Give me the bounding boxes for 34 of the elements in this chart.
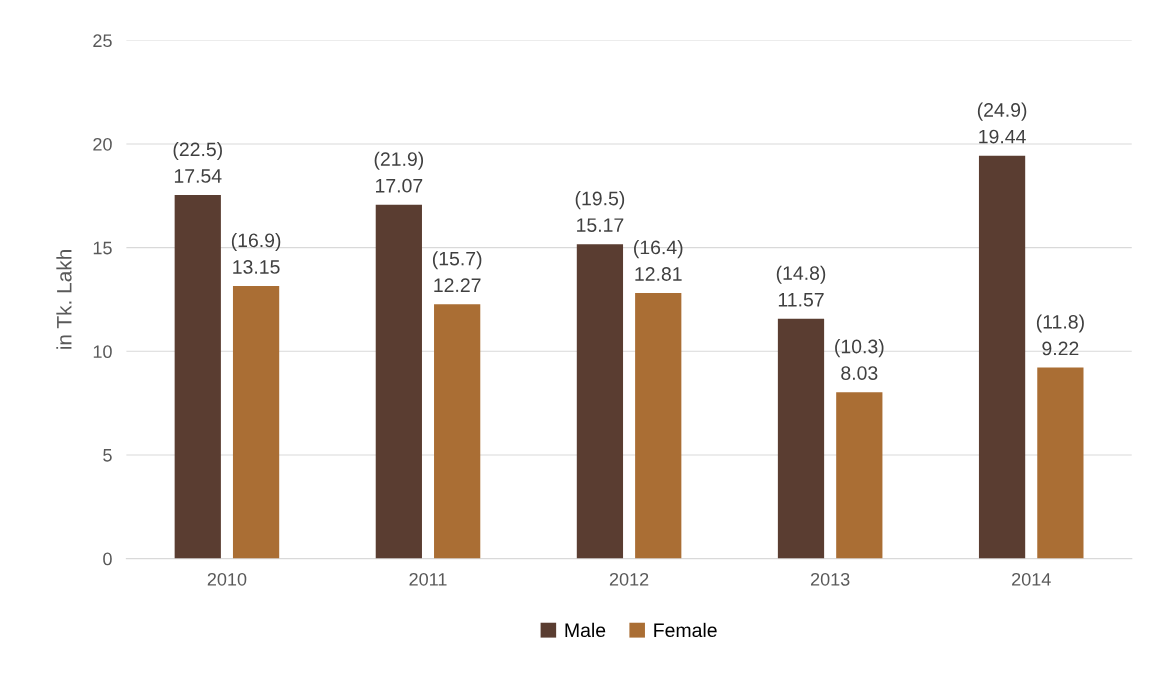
x-tick-label: 2014 xyxy=(1012,572,1051,586)
data-label: (16.4) 12.81 xyxy=(634,240,683,281)
bar xyxy=(1037,367,1084,559)
data-label: (19.5) 15.17 xyxy=(575,191,625,232)
bar xyxy=(375,204,422,559)
bar xyxy=(777,318,825,559)
bar xyxy=(836,392,883,559)
data-label: (24.9) 19.44 xyxy=(977,102,1027,144)
y-tick-label: 20 xyxy=(93,137,112,151)
y-tick-label: 0 xyxy=(103,552,112,566)
legend-label: Male xyxy=(565,622,606,638)
y-tick-label: 10 xyxy=(93,345,112,359)
y-tick-label: 25 xyxy=(93,34,112,48)
x-tick-label: 2013 xyxy=(810,572,850,586)
data-label: (14.8) 11.57 xyxy=(776,265,826,307)
y-tick-label: 15 xyxy=(93,241,112,255)
x-tick-label: 2012 xyxy=(609,572,649,586)
bar xyxy=(978,155,1026,559)
bar xyxy=(174,195,221,559)
data-label: (10.3) 8.03 xyxy=(835,339,884,380)
bar xyxy=(576,244,624,559)
x-tick-label: 2010 xyxy=(207,572,247,586)
y-tick-label: 5 xyxy=(103,449,112,462)
x-tick-label: 2011 xyxy=(409,572,447,586)
data-label: (21.9) 17.07 xyxy=(374,151,424,193)
legend-label: Female xyxy=(654,622,717,638)
data-label: (16.9) 13.15 xyxy=(231,232,281,274)
bar xyxy=(434,304,481,559)
y-axis-title: in Tk. Lakh xyxy=(56,250,72,349)
bar xyxy=(635,293,682,559)
data-label: (15.7) 12.27 xyxy=(432,251,482,292)
bar xyxy=(232,286,280,559)
data-label: (11.8) 9.22 xyxy=(1036,314,1084,356)
data-label: (22.5) 17.54 xyxy=(173,141,222,183)
